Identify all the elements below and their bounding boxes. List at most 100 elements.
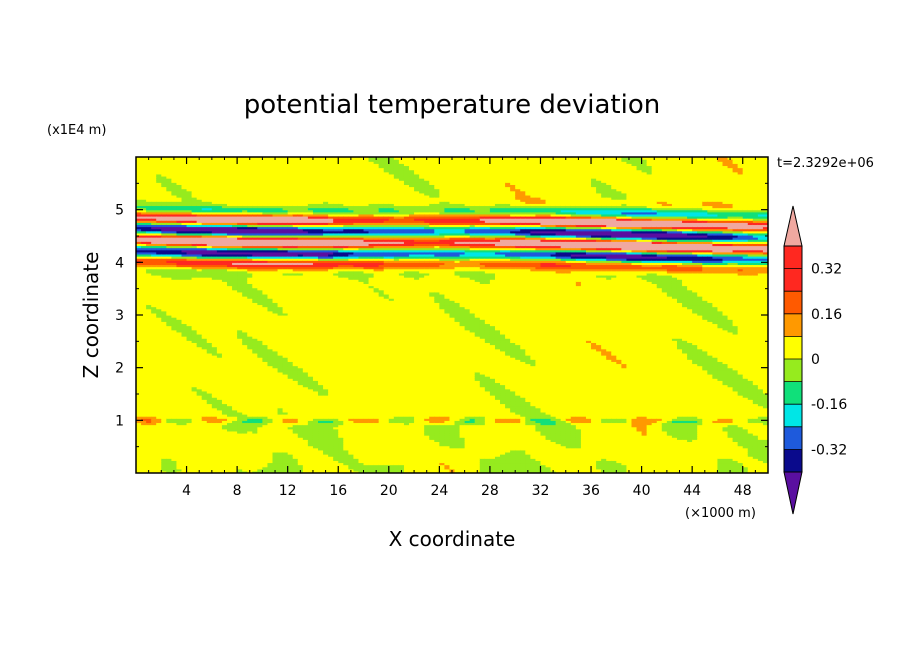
heatmap-cell bbox=[257, 439, 263, 442]
heatmap-cell bbox=[277, 346, 284, 350]
heatmap-cell bbox=[292, 161, 299, 164]
heatmap-cell bbox=[292, 409, 299, 413]
heatmap-cell bbox=[166, 215, 172, 219]
heatmap-cell bbox=[141, 239, 147, 242]
heatmap-cell bbox=[242, 403, 248, 407]
heatmap-cell bbox=[247, 245, 253, 249]
heatmap-cell bbox=[297, 458, 304, 461]
heatmap-cell bbox=[267, 336, 274, 339]
heatmap-cell bbox=[141, 399, 147, 402]
heatmap-cell bbox=[206, 157, 213, 160]
heatmap-cell bbox=[232, 247, 238, 251]
heatmap-cell bbox=[242, 302, 248, 306]
heatmap-cell bbox=[277, 277, 284, 280]
heatmap-cell bbox=[262, 310, 269, 314]
heatmap-cell bbox=[206, 470, 213, 473]
heatmap-cell bbox=[151, 194, 157, 198]
heatmap-cell bbox=[272, 466, 279, 470]
heatmap-cell bbox=[191, 454, 198, 457]
heatmap-cell bbox=[196, 178, 203, 181]
heatmap-cell bbox=[186, 470, 193, 473]
heatmap-cell bbox=[166, 232, 172, 236]
heatmap-cell bbox=[176, 357, 183, 360]
heatmap-cell bbox=[252, 256, 258, 259]
heatmap-cell bbox=[171, 390, 178, 394]
heatmap-cell bbox=[171, 241, 178, 244]
heatmap-cell bbox=[146, 270, 152, 274]
heatmap-cell bbox=[267, 194, 274, 198]
heatmap-cell bbox=[146, 422, 152, 426]
heatmap-cell bbox=[136, 470, 142, 473]
heatmap-cell bbox=[211, 430, 218, 434]
heatmap-cell bbox=[141, 350, 147, 354]
heatmap-cell bbox=[252, 355, 258, 358]
heatmap-cell bbox=[146, 199, 152, 202]
heatmap-cell bbox=[141, 426, 147, 430]
heatmap-cell bbox=[181, 173, 188, 177]
heatmap-cell bbox=[227, 397, 233, 400]
heatmap-cell bbox=[186, 251, 193, 255]
heatmap-cell bbox=[232, 300, 238, 303]
heatmap-cell bbox=[181, 468, 188, 472]
heatmap-cell bbox=[257, 167, 263, 171]
heatmap-cell bbox=[151, 163, 157, 167]
heatmap-cell bbox=[201, 464, 208, 468]
heatmap-cell bbox=[247, 369, 253, 373]
heatmap-cell bbox=[166, 367, 172, 371]
heatmap-cell bbox=[282, 357, 289, 360]
heatmap-cell bbox=[216, 321, 223, 325]
heatmap-cell bbox=[287, 451, 294, 455]
heatmap-cell bbox=[136, 323, 142, 327]
heatmap-cell bbox=[232, 439, 238, 442]
heatmap-cell bbox=[151, 399, 157, 402]
heatmap-cell bbox=[267, 279, 274, 282]
heatmap-cell bbox=[232, 428, 238, 432]
heatmap-cell bbox=[186, 232, 193, 236]
heatmap-cell bbox=[181, 226, 188, 230]
heatmap-cell bbox=[136, 283, 142, 287]
heatmap-cell bbox=[216, 392, 223, 396]
heatmap-cell bbox=[216, 355, 223, 358]
heatmap-cell bbox=[151, 348, 157, 352]
heatmap-cell bbox=[186, 317, 193, 320]
heatmap-cell bbox=[191, 386, 198, 390]
heatmap-cell bbox=[181, 346, 188, 350]
heatmap-cell bbox=[252, 384, 258, 388]
heatmap-cell bbox=[221, 188, 228, 192]
heatmap-cell bbox=[216, 407, 223, 411]
heatmap-cell bbox=[176, 287, 183, 291]
heatmap-cell bbox=[242, 327, 248, 331]
heatmap-cell bbox=[262, 373, 269, 377]
heatmap-cell bbox=[277, 173, 284, 177]
heatmap-cell bbox=[252, 213, 258, 217]
heatmap-cell bbox=[227, 426, 233, 430]
heatmap-cell bbox=[247, 251, 253, 255]
heatmap-cell bbox=[151, 205, 157, 209]
heatmap-cell bbox=[151, 323, 157, 327]
heatmap-cell bbox=[221, 215, 228, 219]
heatmap-cell bbox=[186, 439, 193, 442]
heatmap-cell bbox=[171, 437, 178, 440]
heatmap-cell bbox=[237, 249, 243, 253]
heatmap-cell bbox=[267, 449, 274, 453]
heatmap-cell bbox=[201, 424, 208, 428]
heatmap-cell bbox=[176, 218, 183, 221]
heatmap-cell bbox=[141, 340, 147, 343]
heatmap-cell bbox=[232, 270, 238, 274]
heatmap-cell bbox=[277, 319, 284, 322]
heatmap-cell bbox=[247, 190, 253, 194]
heatmap-cell bbox=[297, 451, 304, 455]
heatmap-cell bbox=[287, 241, 294, 244]
heatmap-cell bbox=[201, 234, 208, 238]
heatmap-cell bbox=[141, 403, 147, 407]
heatmap-cell bbox=[257, 175, 263, 179]
heatmap-cell bbox=[186, 182, 193, 185]
heatmap-cell bbox=[186, 443, 193, 447]
heatmap-cell bbox=[171, 173, 178, 177]
heatmap-cell bbox=[292, 272, 299, 276]
heatmap-cell bbox=[297, 192, 304, 196]
heatmap-cell bbox=[237, 253, 243, 257]
heatmap-cell bbox=[252, 466, 258, 470]
heatmap-cell bbox=[227, 352, 233, 356]
heatmap-cell bbox=[191, 287, 198, 291]
